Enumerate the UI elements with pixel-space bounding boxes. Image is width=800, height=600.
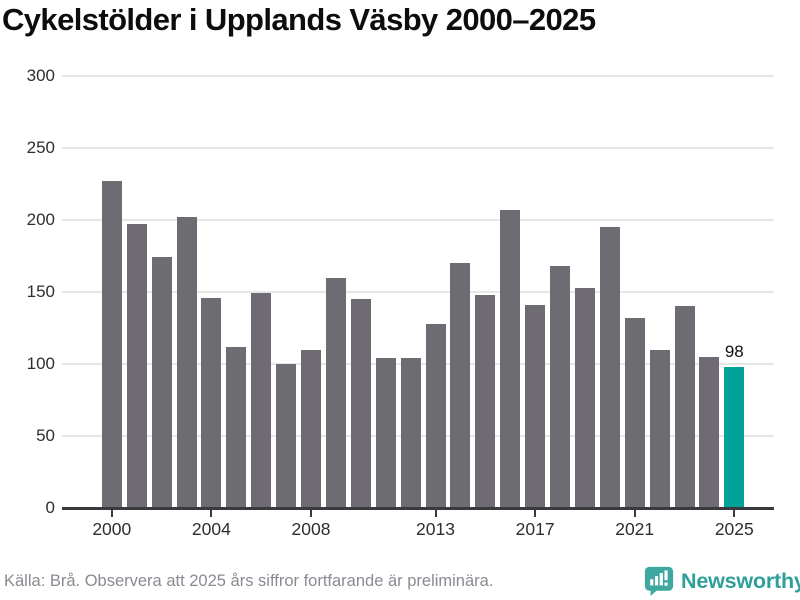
bar-2005 <box>226 346 247 508</box>
bar-2025 <box>724 366 745 508</box>
bar-2000 <box>101 181 122 508</box>
x-axis-tick-2000 <box>110 510 113 517</box>
chart-title: Cykelstölder i Upplands Väsby 2000–2025 <box>2 2 596 37</box>
gridline-200 <box>62 219 774 221</box>
bar-2001 <box>126 224 147 508</box>
gridline-250 <box>62 147 774 149</box>
y-axis-label: 150 <box>26 282 55 301</box>
bar-2011 <box>375 358 396 508</box>
x-axis-tick-2004 <box>210 510 213 517</box>
bar-value-label: 98 <box>724 341 744 361</box>
bar-2022 <box>649 349 670 508</box>
x-axis-label: 2021 <box>615 519 655 539</box>
bar-2014 <box>450 263 471 508</box>
newsworthy-logo-text: Newsworthy <box>681 568 800 593</box>
y-axis-label: 200 <box>26 210 55 229</box>
x-axis-label: 2000 <box>92 519 132 539</box>
x-axis-label: 2013 <box>416 519 455 539</box>
x-axis-tick-2025 <box>733 510 736 517</box>
bar-2016 <box>500 209 521 508</box>
bar-2021 <box>624 317 645 508</box>
bar-2009 <box>325 277 346 508</box>
bar-chart: 0 50 100 150 200 250 300 98 2000 2004 2008 2013 2017… <box>26 66 774 539</box>
gridline-150 <box>62 291 774 293</box>
bar-2024 <box>699 356 720 508</box>
x-axis-label: 2017 <box>515 519 555 539</box>
y-axis-label: 250 <box>26 138 55 157</box>
x-axis-tick-2008 <box>310 510 312 517</box>
bar-2015 <box>475 294 496 508</box>
bar-2002 <box>151 257 172 508</box>
x-axis-line <box>62 507 774 510</box>
source-note: Källa: Brå. Observera att 2025 års siffr… <box>4 572 494 590</box>
bar-2008 <box>301 349 321 508</box>
x-axis-tick-2021 <box>633 510 636 517</box>
x-axis-label: 2004 <box>191 519 231 539</box>
bar-2017 <box>525 304 546 508</box>
bar-2018 <box>550 266 570 508</box>
y-axis-label: 0 <box>45 498 55 517</box>
bar-2003 <box>176 217 197 508</box>
x-axis-label: 2025 <box>714 519 754 539</box>
bar-2010 <box>350 299 371 508</box>
y-axis-label: 50 <box>36 426 55 445</box>
bar-2004 <box>201 297 222 508</box>
x-axis-tick-2017 <box>534 510 537 517</box>
bar-2019 <box>574 287 595 508</box>
bar-2006 <box>251 293 272 508</box>
y-axis-label: 300 <box>26 66 55 85</box>
bar-2013 <box>425 323 446 508</box>
bar-2023 <box>674 306 695 508</box>
y-axis-label: 100 <box>26 354 55 373</box>
newsworthy-logo: Newsworthy <box>644 566 800 596</box>
bar-2007 <box>276 364 297 508</box>
newsworthy-logo-icon <box>644 566 674 596</box>
bar-2012 <box>400 358 421 508</box>
bar-2020 <box>599 227 620 508</box>
gridline-300 <box>62 75 774 77</box>
x-axis-label: 2008 <box>291 519 331 539</box>
x-axis-tick-2013 <box>434 510 437 517</box>
